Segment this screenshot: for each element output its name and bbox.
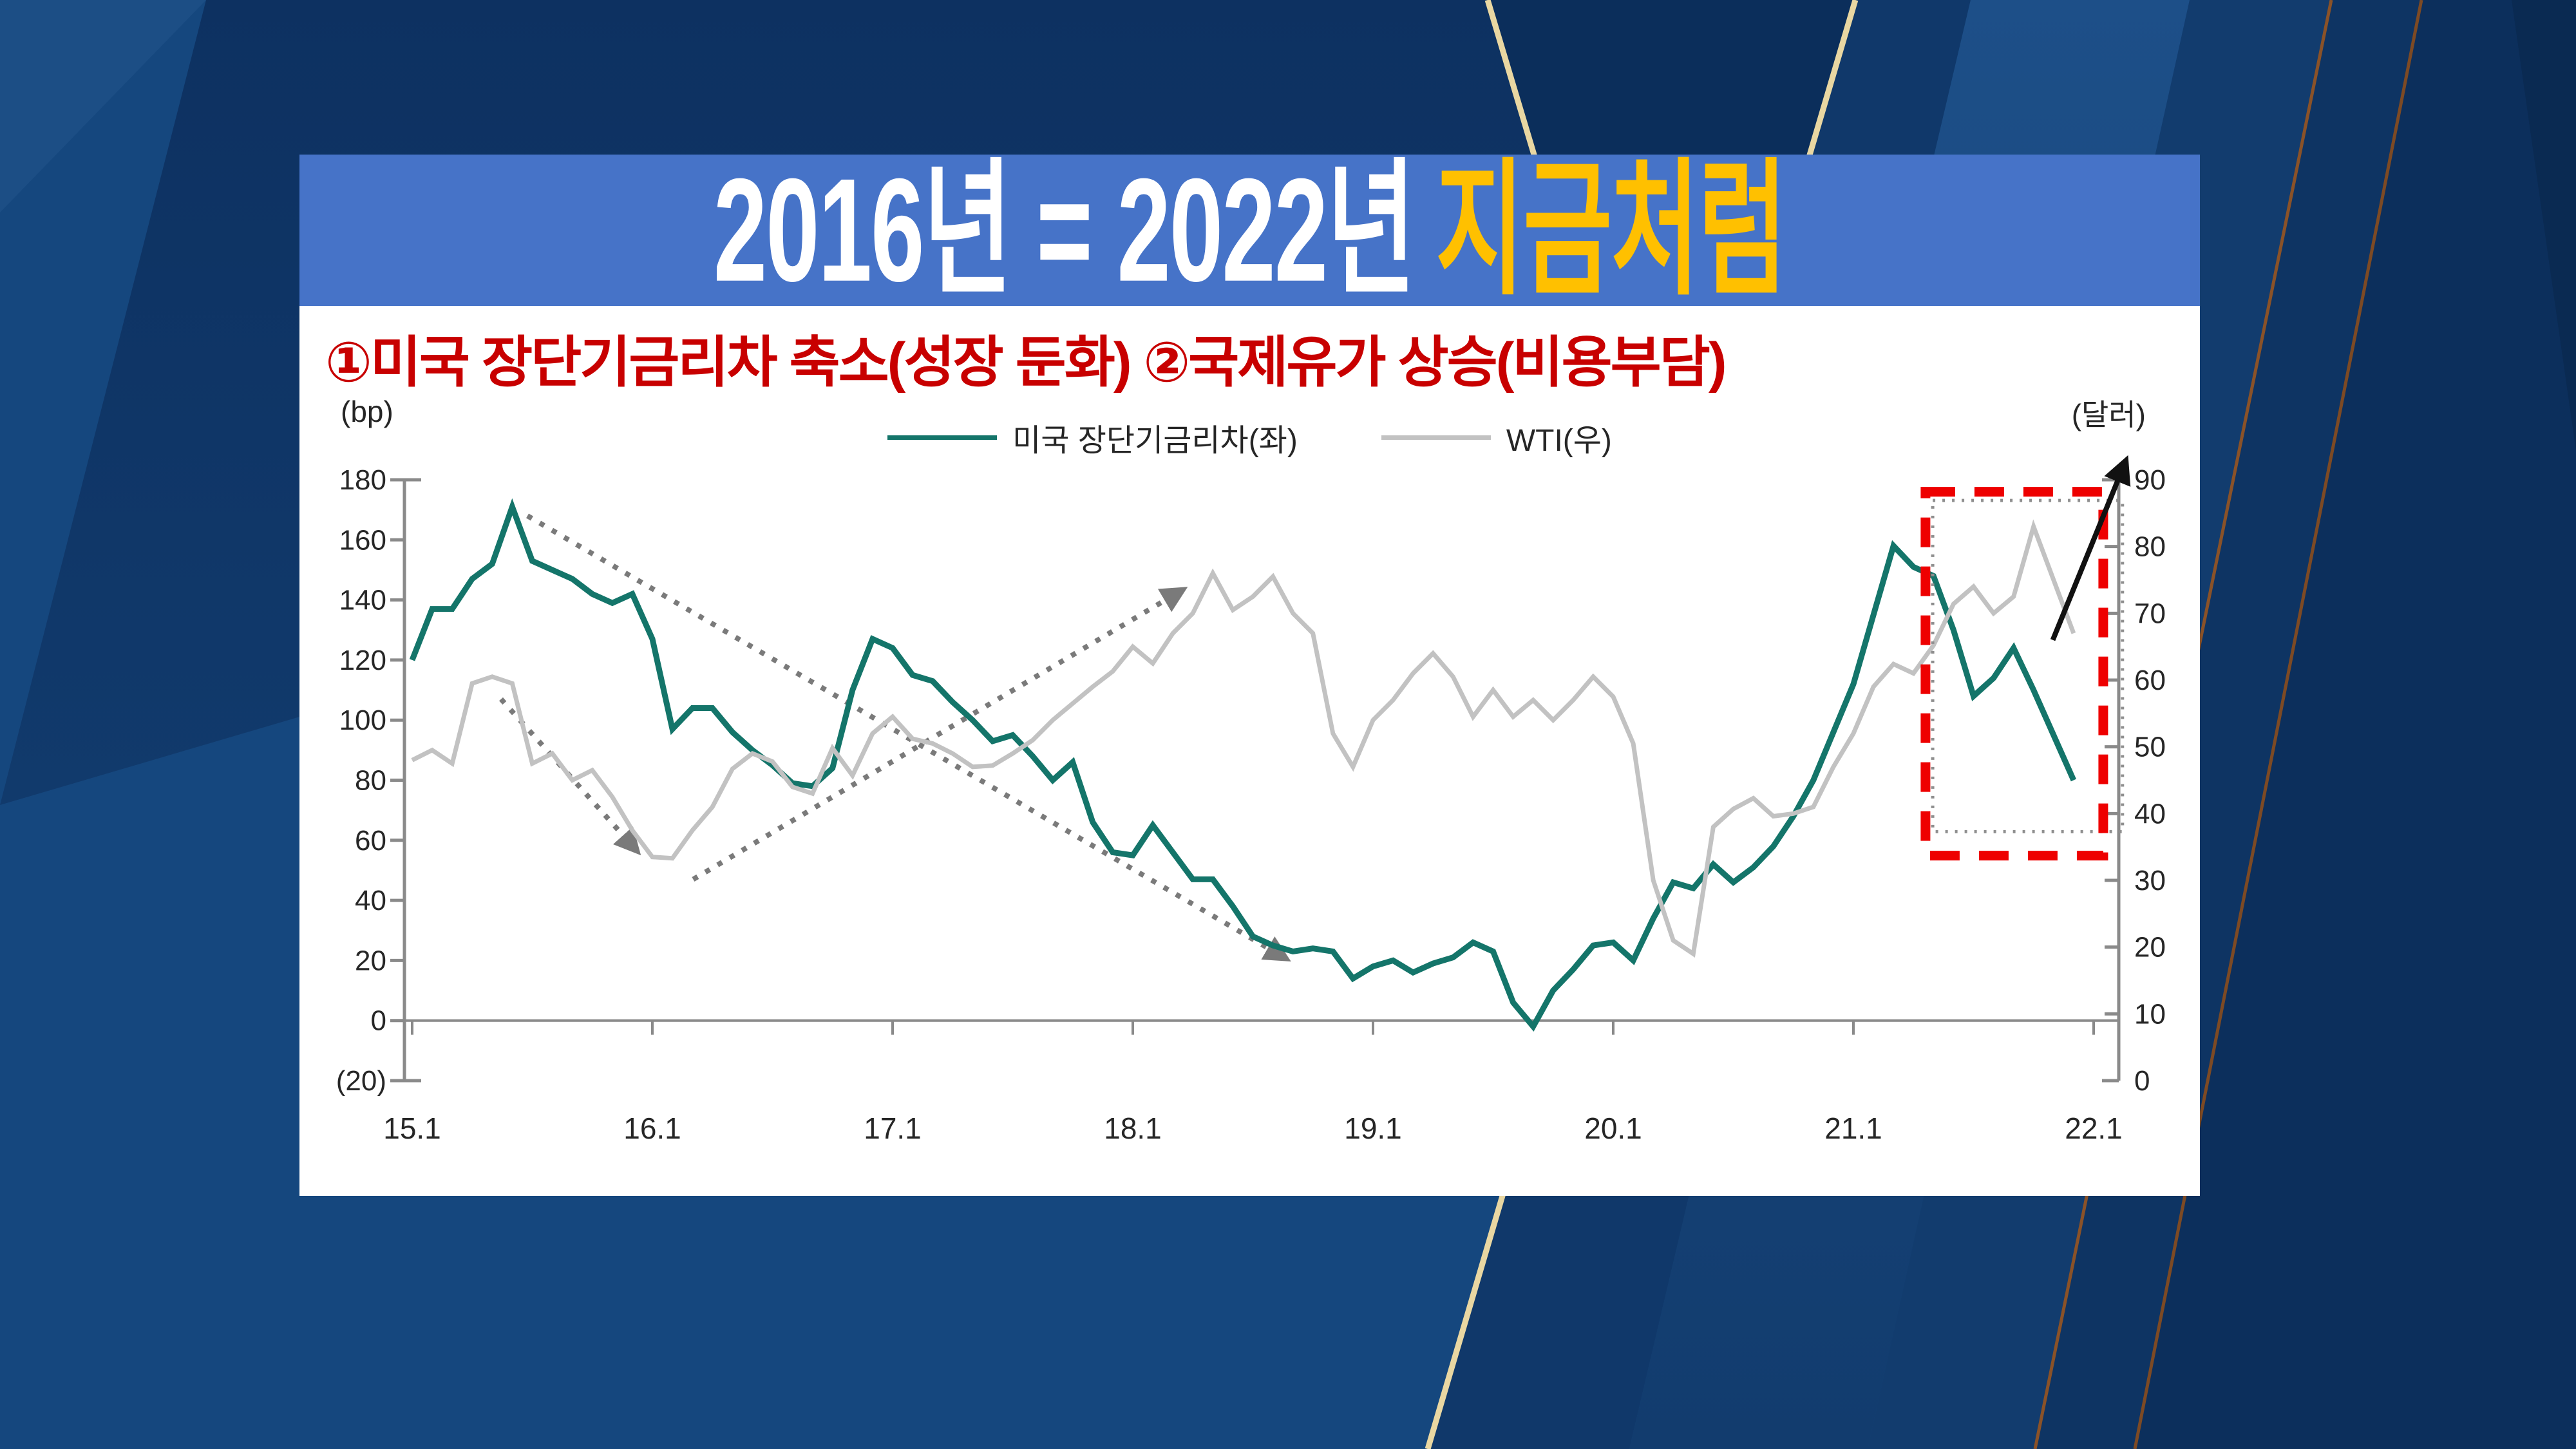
legend-swatch-wti: [1381, 435, 1491, 440]
legend-label-wti: WTI(우): [1506, 424, 1612, 458]
legend-item-wti: WTI(우): [1381, 415, 1612, 460]
right-axis-unit-label: (달러): [2071, 398, 2146, 431]
bg-corner-light: [0, 0, 206, 213]
page-title: 2016년 = 2022년 지금처럼: [713, 115, 1787, 345]
content-card: 2016년 = 2022년 지금처럼 ①미국 장단기금리차 축소(성장 둔화) ②…: [299, 147, 2200, 1196]
chart-legend: 미국 장단기금리차(좌) WTI(우): [299, 415, 2200, 460]
subtitle: ①미국 장단기금리차 축소(성장 둔화) ②국제유가 상승(비용부담): [325, 332, 1727, 393]
title-main: 2016년 = 2022년: [713, 147, 1416, 312]
bg-band-5: [2135, 0, 2576, 1449]
legend-swatch-spread: [887, 435, 998, 440]
title-banner: 2016년 = 2022년 지금처럼: [299, 147, 2200, 312]
title-accent: 지금처럼: [1435, 147, 1787, 312]
bronze-diagonal-line-2: [2133, 0, 2423, 1449]
legend-item-spread: 미국 장단기금리차(좌): [887, 415, 1298, 460]
left-axis-unit-label: (bp): [341, 395, 393, 428]
legend-label-spread: 미국 장단기금리차(좌): [1012, 424, 1298, 458]
bg-corner-dark: [2512, 0, 2576, 451]
